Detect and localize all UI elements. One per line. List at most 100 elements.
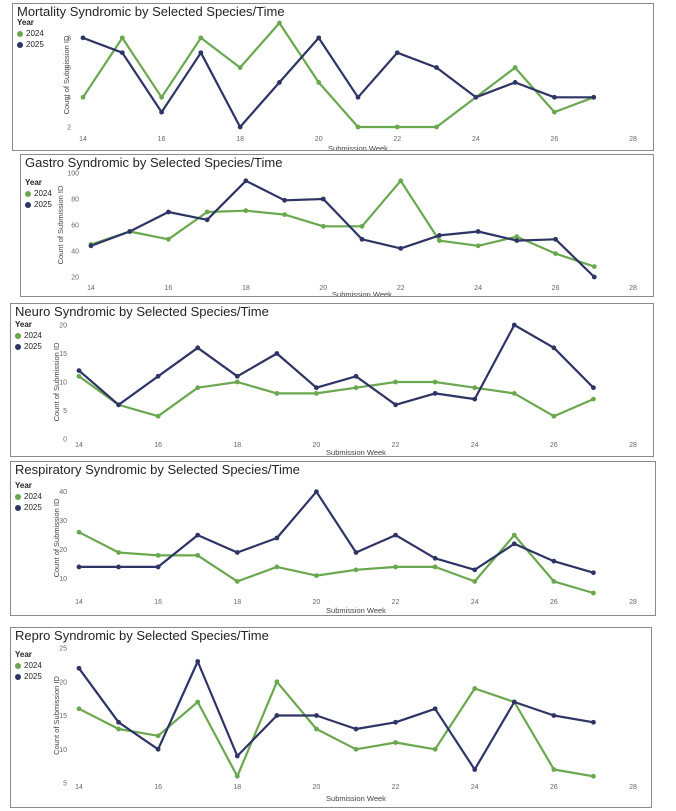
data-point-2025 <box>314 385 319 391</box>
legend-marker-icon <box>15 662 21 669</box>
legend-item[interactable]: 2024 <box>17 28 44 39</box>
legend-label: 2025 <box>26 40 44 49</box>
x-tick-label: 20 <box>315 136 323 143</box>
line-chart: 20 40 60 80 100 14 16 18 20 22 24 26 28 Submission We… <box>56 171 637 297</box>
legend-label: 2025 <box>24 342 42 351</box>
legend-label: 2025 <box>34 200 52 209</box>
data-point-2025 <box>314 713 319 718</box>
data-point-2024 <box>166 236 171 242</box>
data-point-2025 <box>195 659 201 664</box>
data-point-2025 <box>234 550 240 555</box>
data-point-2025 <box>437 233 442 238</box>
data-point-2024 <box>353 567 359 573</box>
data-point-2024 <box>552 109 557 115</box>
y-tick-label: 60 <box>71 223 79 230</box>
data-point-2024 <box>394 124 400 130</box>
data-point-2025 <box>432 391 438 396</box>
x-tick-label: 26 <box>550 599 558 606</box>
legend-item[interactable]: 2024 <box>15 330 42 341</box>
data-point-2024 <box>277 20 282 26</box>
x-tick-label: 28 <box>629 136 637 143</box>
legend: Year 2024 2025 <box>15 480 42 513</box>
x-tick-label: 18 <box>242 285 250 292</box>
data-point-2024 <box>434 124 439 130</box>
y-tick-label: 0 <box>63 437 67 444</box>
chart-title: Neuro Syndromic by Selected Species/Time <box>15 304 269 319</box>
x-tick-label: 22 <box>393 136 401 143</box>
series-line-2025 <box>79 490 594 574</box>
data-point-2024 <box>553 251 558 256</box>
series-line-2024 <box>78 531 594 595</box>
data-point-2025 <box>127 229 133 234</box>
y-tick-label: 6 <box>67 65 71 72</box>
data-point-2025 <box>432 706 438 712</box>
legend-item[interactable]: 2025 <box>15 502 42 513</box>
y-axis-title: Count of Submission ID <box>56 185 65 264</box>
data-point-2024 <box>195 385 201 391</box>
data-point-2025 <box>353 373 359 379</box>
data-point-2025 <box>243 178 249 184</box>
data-point-2024 <box>116 726 121 732</box>
x-axis-title: Submission Week <box>326 448 386 457</box>
y-tick-label: 5 <box>63 408 67 415</box>
data-point-2025 <box>359 236 365 242</box>
legend-marker-icon <box>15 332 21 339</box>
data-point-2024 <box>195 699 201 705</box>
chart-title: Gastro Syndromic by Selected Species/Tim… <box>25 155 283 170</box>
data-point-2024 <box>314 391 319 396</box>
x-tick-label: 24 <box>471 784 479 791</box>
data-point-2025 <box>472 396 478 402</box>
data-point-2025 <box>355 94 361 100</box>
data-point-2024 <box>398 178 404 184</box>
data-point-2025 <box>116 402 121 408</box>
data-point-2024 <box>204 209 210 215</box>
data-point-2025 <box>76 665 82 671</box>
y-tick-label: 40 <box>59 489 67 496</box>
data-point-2025 <box>473 94 479 100</box>
data-point-2024 <box>234 773 240 779</box>
x-tick-label: 22 <box>397 285 405 292</box>
data-point-2024 <box>237 65 243 70</box>
data-point-2025 <box>274 351 280 356</box>
y-tick-label: 20 <box>59 547 67 554</box>
x-axis-title: Submission Week <box>332 290 392 297</box>
legend-item[interactable]: 2025 <box>15 341 42 352</box>
legend-item[interactable]: 2025 <box>17 39 44 50</box>
legend-title: Year <box>15 650 32 659</box>
data-point-2025 <box>282 197 287 203</box>
data-point-2024 <box>514 234 520 240</box>
data-point-2025 <box>80 35 86 41</box>
y-tick-label: 8 <box>67 35 71 42</box>
legend-item[interactable]: 2025 <box>15 671 42 682</box>
legend-item[interactable]: 2024 <box>15 660 42 671</box>
x-tick-label: 26 <box>552 285 560 292</box>
legend-item[interactable]: 2024 <box>25 188 52 199</box>
data-point-2025 <box>511 541 517 547</box>
data-point-2024 <box>282 212 287 217</box>
x-tick-label: 28 <box>629 784 637 791</box>
data-point-2024 <box>393 564 398 570</box>
x-tick-label: 22 <box>392 784 400 791</box>
series-line-2024 <box>78 375 594 418</box>
data-point-2024 <box>274 391 280 396</box>
data-point-2024 <box>198 35 204 41</box>
data-point-2024 <box>314 726 319 732</box>
data-point-2025 <box>88 243 94 249</box>
y-tick-label: 10 <box>59 380 67 387</box>
x-axis-title: Submission Week <box>326 606 386 615</box>
chart-panel: Mortality Syndromic by Selected Species/… <box>12 3 654 151</box>
y-tick-label: 80 <box>71 197 79 204</box>
y-tick-label: 15 <box>59 351 67 358</box>
legend-item[interactable]: 2025 <box>25 199 52 210</box>
chart-panel: Respiratory Syndromic by Selected Specie… <box>10 461 656 616</box>
data-point-2024 <box>437 238 442 243</box>
x-tick-label: 24 <box>474 285 482 292</box>
legend-item[interactable]: 2024 <box>15 491 42 502</box>
x-tick-label: 22 <box>392 442 400 449</box>
x-tick-label: 24 <box>471 442 479 449</box>
data-point-2024 <box>76 706 82 712</box>
data-point-2025 <box>511 322 517 328</box>
data-point-2024 <box>119 35 125 41</box>
chart-panel: Neuro Syndromic by Selected Species/Time… <box>10 303 654 457</box>
